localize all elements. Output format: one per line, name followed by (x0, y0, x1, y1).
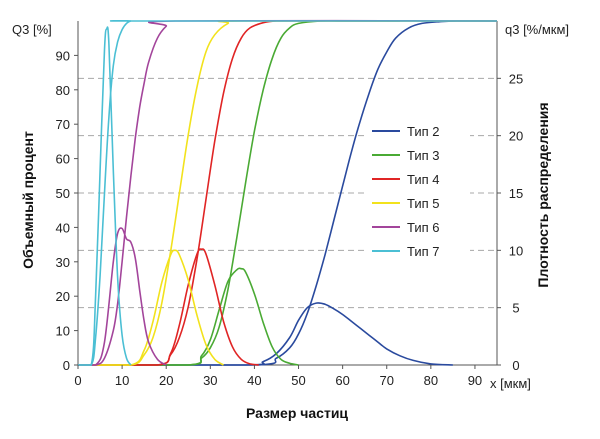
y2-tick-label: 15 (509, 186, 523, 201)
y-tick-label: 0 (63, 358, 70, 373)
legend-label: Тип 2 (407, 124, 440, 139)
y2-tick-label: 20 (509, 129, 523, 144)
series-3-density-line (78, 267, 299, 366)
legend-label: Тип 4 (407, 172, 440, 187)
y-tick-label: 40 (56, 220, 70, 235)
series-2-density-line (78, 302, 453, 366)
y-axis-title: Объемный процент (20, 131, 36, 269)
x-tick-label: 50 (291, 373, 305, 388)
y-tick-label: 70 (56, 117, 70, 132)
x-tick-label: 80 (424, 373, 438, 388)
x-tick-label: 70 (380, 373, 394, 388)
tick-labels: 0 10 20 30 40 50 60 70 80 90 0 10 20 30 40 50 60 70 80 90 0 5… (56, 48, 524, 388)
series-7-density-line (78, 26, 132, 366)
y-tick-label: 50 (56, 186, 70, 201)
y2-axis-unit: q3 [%/мкм] (505, 22, 569, 37)
y-tick-label: 10 (56, 324, 70, 339)
legend-label: Тип 3 (407, 148, 440, 163)
y-axis-unit: Q3 [%] (12, 22, 52, 37)
series-layer (78, 19, 498, 366)
legend-label: Тип 6 (407, 220, 440, 235)
y2-tick-label: 25 (509, 71, 523, 86)
x-tick-label: 30 (203, 373, 217, 388)
legend-box (365, 112, 470, 272)
y2-axis-title: Плотность распределения (535, 102, 551, 287)
y2-tick-label: 0 (512, 358, 519, 373)
y-tick-label: 60 (56, 152, 70, 167)
y-tick-label: 20 (56, 289, 70, 304)
series-3-cumulative-line (78, 20, 400, 366)
legend: Тип 2 Тип 3 Тип 4 Тип 5 Тип 6 Тип 7 (365, 112, 470, 272)
x-tick-label: 90 (468, 373, 482, 388)
series-6-cumulative-line (78, 19, 498, 366)
y-tick-label: 30 (56, 255, 70, 270)
x-tick-label: 10 (115, 373, 129, 388)
series-7-cumulative-line (78, 20, 497, 366)
x-tick-label: 20 (159, 373, 173, 388)
x-tick-label: 0 (74, 373, 81, 388)
x-tick-label: 40 (247, 373, 261, 388)
x-tick-label: 60 (335, 373, 349, 388)
y-tick-label: 80 (56, 83, 70, 98)
y2-tick-label: 5 (512, 301, 519, 316)
series-4-density-line (78, 248, 259, 366)
series-6-density-line (78, 227, 167, 366)
y-tick-label: 90 (56, 48, 70, 63)
x-axis-unit: x [мкм] (490, 376, 531, 391)
legend-label: Тип 5 (407, 196, 440, 211)
y2-tick-label: 10 (509, 243, 523, 258)
x-axis-title: Размер частиц (246, 405, 348, 421)
series-5-density-line (78, 249, 224, 366)
legend-label: Тип 7 (407, 244, 440, 259)
series-2-cumulative-line (78, 20, 498, 366)
